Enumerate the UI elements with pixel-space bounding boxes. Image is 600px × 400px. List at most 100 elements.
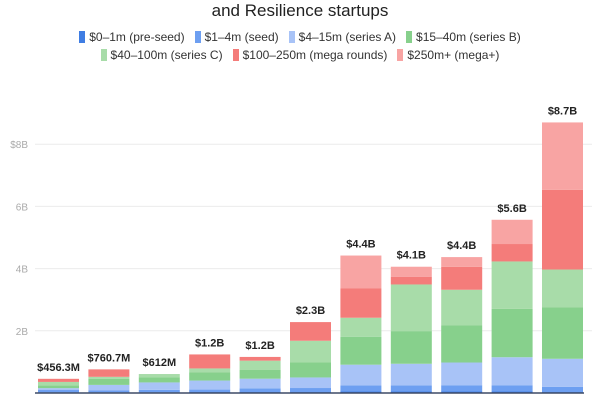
legend-label: $250m+ (mega+) — [407, 48, 500, 62]
bar-segment — [542, 307, 583, 359]
bar-segment — [189, 368, 231, 373]
bar-segment — [491, 391, 533, 393]
bar-total-label: $4.4B — [346, 239, 375, 251]
bar-segment — [38, 381, 79, 386]
legend-item[interactable]: $4–15m (series A) — [288, 28, 397, 46]
bar-segment — [441, 385, 483, 392]
legend-swatch — [100, 49, 107, 61]
bar-segment — [542, 269, 583, 308]
bar-segment — [138, 377, 180, 383]
legend-swatch — [79, 31, 86, 43]
bar-segment — [542, 122, 583, 190]
legend-label: $15–40m (series B) — [416, 30, 521, 44]
bar-segment — [290, 362, 331, 378]
bar-segment — [290, 377, 331, 389]
bar-segment — [189, 380, 231, 390]
bar-segment — [441, 362, 483, 386]
bar-segment — [38, 385, 79, 389]
legend-label: $40–100m (series C) — [110, 48, 223, 62]
bar-segment — [290, 388, 331, 393]
bar-segment — [491, 244, 533, 262]
bar-segment — [290, 322, 331, 341]
bar-segment — [340, 288, 382, 318]
bar-total-label: $2.3B — [296, 305, 325, 317]
bar-segment — [390, 391, 432, 393]
bar-segment — [491, 219, 533, 245]
bar-segment — [390, 276, 432, 285]
bar-segment — [542, 358, 583, 387]
bar-segment — [542, 189, 583, 270]
bar-segment — [441, 289, 483, 326]
y-tick-label: 2B — [16, 327, 29, 338]
bar-total-label: $612M — [142, 357, 176, 369]
bar-segment — [239, 378, 281, 389]
bar-segment — [390, 363, 432, 386]
legend-item[interactable]: $1–4m (seed) — [194, 28, 279, 46]
bar-segment — [441, 266, 483, 290]
y-tick-label: 6B — [16, 202, 29, 213]
bar-segment — [542, 386, 583, 393]
y-tick-label: $8B — [10, 140, 28, 151]
bar-total-label: $1.2B — [195, 337, 224, 349]
bar-total-label: $4.4B — [447, 240, 476, 252]
legend-swatch — [406, 31, 413, 43]
bar-total-label: $456.3M — [37, 362, 80, 374]
bar-segment — [239, 360, 281, 370]
bar-segment — [491, 261, 533, 309]
bar-segment — [138, 382, 180, 390]
bar-segment — [441, 257, 483, 267]
bar-segment — [88, 376, 130, 379]
legend-swatch — [288, 31, 295, 43]
bar-segment — [340, 255, 382, 289]
bar-segment — [88, 378, 130, 385]
bar-segment — [189, 389, 231, 393]
bar-segment — [138, 374, 180, 378]
bar-segment — [239, 356, 281, 361]
bar-segment — [340, 391, 382, 393]
bar-segment — [491, 308, 533, 358]
bar-segment — [189, 354, 231, 369]
bar-segment — [441, 391, 483, 393]
legend-item[interactable]: $250m+ (mega+) — [397, 46, 499, 64]
bar-total-label: $1.2B — [245, 340, 274, 352]
bar-segment — [340, 364, 382, 386]
legend-item[interactable]: $40–100m (series C) — [100, 46, 223, 64]
legend-label: $4–15m (series A) — [298, 30, 397, 44]
bar-segment — [340, 385, 382, 392]
bar-segment — [88, 369, 130, 377]
legend-swatch — [232, 49, 239, 61]
legend-swatch — [194, 31, 201, 43]
bar-segment — [390, 266, 432, 277]
legend-item[interactable]: $0–1m (pre-seed) — [79, 28, 185, 46]
y-tick-label: 4B — [16, 265, 29, 276]
bar-segment — [340, 336, 382, 365]
bar-segment — [38, 388, 79, 391]
bar-total-label: $8.7B — [548, 105, 577, 117]
bar-segment — [390, 331, 432, 364]
bar-segment — [491, 357, 533, 386]
bar-segment — [38, 378, 79, 382]
legend-label: $100–250m (mega rounds) — [242, 48, 388, 62]
bar-total-label: $5.6B — [497, 203, 526, 215]
bar-segment — [239, 388, 281, 393]
bar-segment — [38, 390, 79, 393]
bar-segment — [491, 385, 533, 392]
bar-segment — [290, 340, 331, 363]
chart-title: and Resilience startups — [211, 1, 389, 20]
bar-total-label: $4.1B — [397, 250, 426, 262]
bar-segment — [189, 372, 231, 381]
legend-item[interactable]: $15–40m (series B) — [406, 28, 521, 46]
bar-segment — [88, 390, 130, 393]
legend: $0–1m (pre-seed) $1–4m (seed) $4–15m (seri… — [20, 28, 580, 64]
bar-segment — [390, 385, 432, 392]
bar-total-label: $760.7M — [87, 352, 130, 364]
bar-segment — [340, 317, 382, 337]
bar-segment — [441, 325, 483, 363]
legend-label: $1–4m (seed) — [204, 30, 279, 44]
legend-item[interactable]: $100–250m (mega rounds) — [232, 46, 388, 64]
bar-segment — [138, 389, 180, 393]
legend-swatch — [397, 49, 404, 61]
legend-label: $0–1m (pre-seed) — [89, 30, 185, 44]
bar-segment — [390, 284, 432, 332]
